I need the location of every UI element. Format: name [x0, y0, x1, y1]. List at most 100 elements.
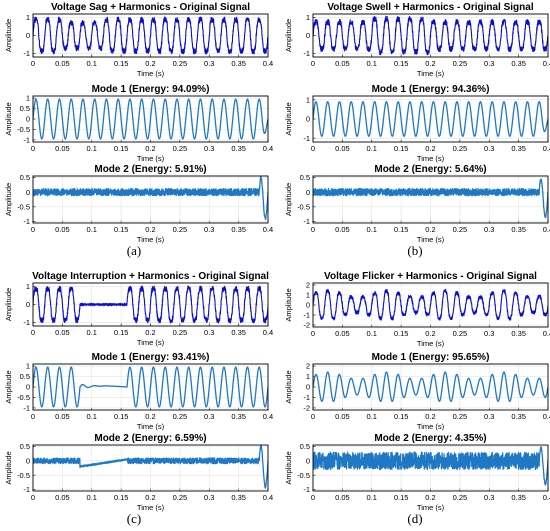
x-tick-label: 0 — [31, 328, 35, 337]
x-tick-label: 0.25 — [453, 412, 468, 421]
x-tick-label: 0.05 — [335, 144, 350, 153]
y-tick-label: 0.5 — [300, 442, 310, 451]
y-tick-label: -1 — [23, 404, 30, 413]
x-tick-label: 0.35 — [511, 493, 526, 502]
chart-b3: 00.050.10.150.20.250.30.350.4-1-0.500.5M… — [284, 164, 550, 244]
x-tick-label: 0.4 — [263, 493, 273, 502]
y-tick-label: 0 — [306, 456, 310, 465]
x-tick-label: 0.15 — [114, 412, 129, 421]
x-tick-label: 0.35 — [231, 225, 246, 234]
x-tick-label: 0.05 — [335, 225, 350, 234]
caption-d: (d) — [395, 511, 435, 527]
x-tick-label: 0.2 — [425, 59, 435, 68]
y-axis-label: Amplitude — [284, 451, 293, 484]
y-axis-label: Amplitude — [284, 19, 293, 52]
y-axis-label: Amplitude — [284, 370, 293, 403]
x-tick-label: 0.4 — [543, 144, 550, 153]
y-tick-label: 0 — [26, 300, 30, 309]
x-tick-label: 0.2 — [145, 328, 155, 337]
chart-a3: 0 0.05 0.1 0.15 0.2 0.25 0.3 0.35 0.4 -1 -0.5 0 0.5 M… — [4, 164, 273, 244]
y-tick-label: -0.5 — [17, 125, 30, 134]
x-tick-label: 0.15 — [114, 493, 129, 502]
y-tick-label: 1 — [26, 94, 30, 103]
x-tick-label: 0.3 — [204, 493, 214, 502]
x-tick-label: 0.2 — [425, 493, 435, 502]
x-tick-label: 0.15 — [394, 329, 409, 338]
x-tick-label: 0.2 — [145, 59, 155, 68]
y-tick-label: -1 — [303, 311, 310, 320]
y-axis-label: Amplitude — [284, 183, 293, 216]
y-tick-label: 0.5 — [20, 442, 30, 451]
chart-title: Mode 1 (Energy: 95.65%) — [372, 352, 490, 363]
x-tick-label: 0.15 — [114, 225, 129, 234]
x-tick-label: 0.35 — [511, 329, 526, 338]
y-tick-label: -1 — [303, 134, 310, 143]
y-tick-label: -1 — [303, 49, 310, 58]
y-tick-label: 0.5 — [20, 372, 30, 381]
x-axis-label: Time (s) — [137, 154, 165, 163]
y-tick-label: 1 — [26, 282, 30, 291]
x-tick-label: 0.4 — [543, 329, 550, 338]
x-tick-label: 0.35 — [231, 144, 246, 153]
y-tick-label: -1 — [303, 485, 310, 494]
x-tick-label: 0.05 — [335, 329, 350, 338]
y-tick-label: 0.5 — [20, 104, 30, 113]
chart-title: Voltage Flicker + Harmonics - Original S… — [324, 271, 537, 282]
caption-c: (c) — [114, 511, 154, 527]
y-tick-label: 1 — [26, 13, 30, 22]
chart-title: Voltage Swell + Harmonics - Original Sig… — [327, 2, 533, 13]
x-tick-label: 0.25 — [173, 328, 188, 337]
x-tick-label: 0.3 — [484, 59, 494, 68]
y-tick-label: 0 — [306, 188, 310, 197]
x-tick-label: 0.25 — [173, 225, 188, 234]
x-tick-label: 0 — [311, 329, 315, 338]
x-tick-label: 0.1 — [367, 59, 377, 68]
y-axis-label: Amplitude — [4, 370, 13, 403]
y-axis-label: Amplitude — [4, 451, 13, 484]
y-tick-label: -2 — [303, 321, 310, 330]
x-tick-label: 0.2 — [425, 225, 435, 234]
x-tick-label: 0.05 — [55, 493, 70, 502]
x-tick-label: 0.1 — [87, 225, 97, 234]
x-tick-label: 0.15 — [394, 493, 409, 502]
y-tick-label: 0 — [306, 301, 310, 310]
y-tick-label: -0.5 — [17, 393, 30, 402]
chart-title: Mode 1 (Energy: 93.41%) — [92, 352, 210, 363]
y-tick-label: 0 — [306, 31, 310, 40]
x-tick-label: 0.3 — [484, 329, 494, 338]
chart-a1: 0 0.05 0.1 0.15 0.2 0.25 0.3 0.35 0.4-101Voltage… — [4, 2, 273, 78]
x-tick-label: 0.15 — [114, 144, 129, 153]
x-tick-label: 0 — [31, 493, 35, 502]
y-axis-label: Amplitude — [4, 183, 13, 216]
x-tick-label: 0.25 — [453, 225, 468, 234]
x-tick-label: 0.25 — [173, 493, 188, 502]
x-tick-label: 0.25 — [453, 59, 468, 68]
x-tick-label: 0.05 — [335, 412, 350, 421]
y-tick-label: -1 — [23, 49, 30, 58]
x-tick-label: 0.1 — [367, 493, 377, 502]
x-tick-label: 0.3 — [204, 59, 214, 68]
x-tick-label: 0.25 — [453, 144, 468, 153]
y-tick-label: -0.5 — [17, 471, 30, 480]
x-tick-label: 0.15 — [394, 225, 409, 234]
y-tick-label: 1 — [306, 372, 310, 381]
y-tick-label: 2 — [306, 281, 310, 290]
x-tick-label: 0.1 — [87, 59, 97, 68]
x-tick-label: 0.2 — [145, 493, 155, 502]
chart-c2: 0 0.05 0.1 0.15 0.2 0.25 0.3 0.35 0.4-1-0.500.51… — [4, 352, 273, 431]
x-tick-label: 0.4 — [543, 225, 550, 234]
chart-c1: 0 0.05 0.1 0.15 0.2 0.25 0.3 0.35 0.4-101Voltage… — [4, 271, 273, 347]
x-tick-label: 0 — [31, 412, 35, 421]
y-axis-label: Amplitude — [4, 102, 13, 135]
x-axis-label: Time (s) — [417, 422, 445, 431]
x-tick-label: 0.05 — [55, 412, 70, 421]
x-tick-label: 0.15 — [114, 328, 129, 337]
x-tick-label: 0.4 — [263, 412, 273, 421]
x-tick-label: 0.2 — [425, 329, 435, 338]
x-tick-label: 0.25 — [173, 59, 188, 68]
y-tick-label: 0 — [26, 456, 30, 465]
x-tick-label: 0 — [31, 225, 35, 234]
x-tick-label: 0.3 — [204, 225, 214, 234]
x-tick-label: 0.15 — [114, 59, 129, 68]
